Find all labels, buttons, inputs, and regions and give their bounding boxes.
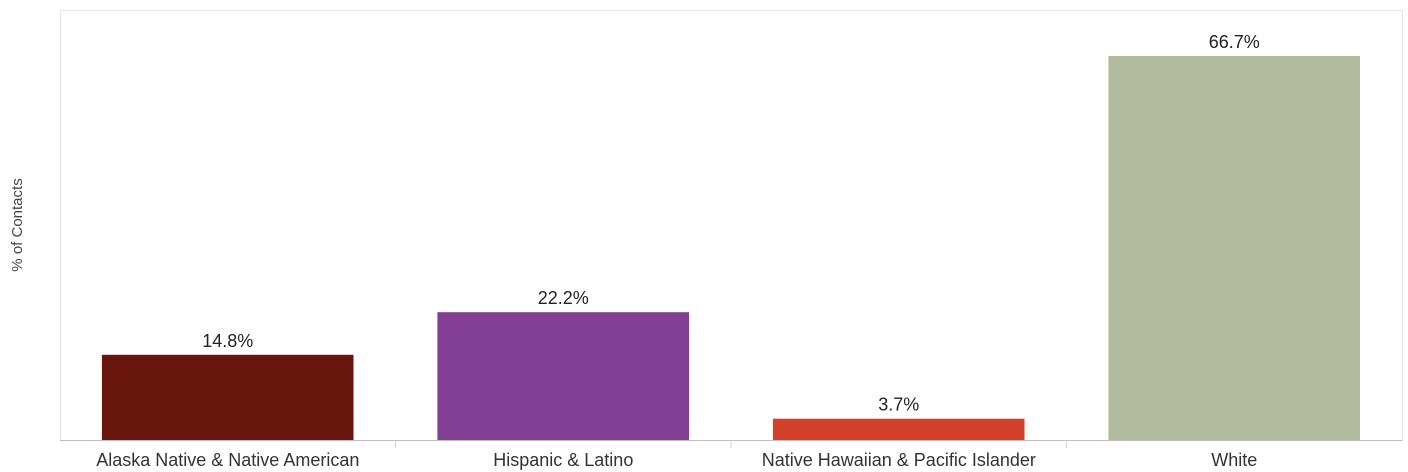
- bar-3: [772, 418, 1025, 440]
- bar-4: [1108, 56, 1360, 440]
- data-label-2: 22.2%: [538, 288, 589, 308]
- x-tick-label-2: Hispanic & Latino: [493, 450, 633, 470]
- x-tick-label-1: Alaska Native & Native American: [96, 450, 359, 470]
- data-label-1: 14.8%: [202, 331, 253, 351]
- x-tick-label-4: White: [1211, 450, 1257, 470]
- y-axis-label: % of Contacts: [9, 178, 26, 271]
- bar-1: [101, 354, 354, 440]
- x-tick-label-3: Native Hawaiian & Pacific Islander: [762, 450, 1036, 470]
- data-label-4: 66.7%: [1209, 32, 1260, 52]
- bar-2: [437, 312, 689, 440]
- data-label-3: 3.7%: [878, 395, 919, 415]
